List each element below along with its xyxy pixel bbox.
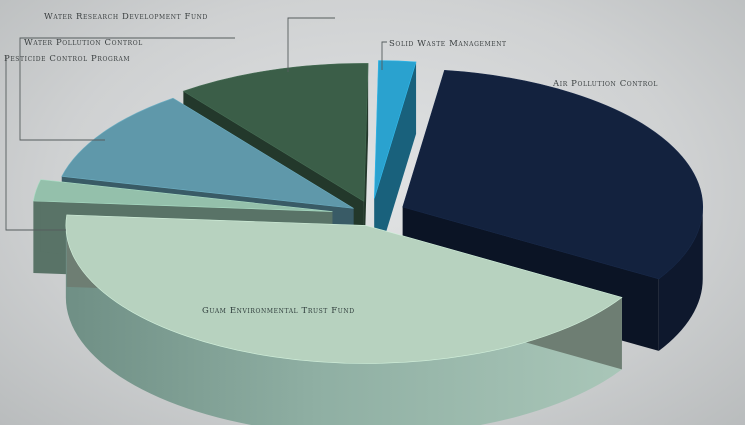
slice-air-pollution-control xyxy=(402,70,703,280)
label-pesticide-control-program: Pesticide Control Program xyxy=(4,54,130,64)
leader-water-pollution xyxy=(19,37,235,141)
slice-tops xyxy=(33,60,703,364)
label-water-pollution-control: Water Pollution Control xyxy=(24,38,143,48)
label-guam-environmental-trust-fund: Guam Environmental Trust Fund xyxy=(202,306,355,316)
leader-solid-waste xyxy=(381,41,387,70)
slice-side-air-pollution-control xyxy=(658,207,703,351)
slice-solid-waste-management xyxy=(374,60,417,199)
slice-pesticide-control-program xyxy=(33,179,333,212)
slice-guam-environmental-trust-fund xyxy=(65,214,623,364)
slice-wall-water-research-development-fund-1 xyxy=(363,63,369,274)
leader-water-research xyxy=(287,17,335,72)
slice-side-guam-environmental-trust-fund xyxy=(65,225,622,425)
label-air-pollution-control: Air Pollution Control xyxy=(552,79,658,89)
leader-pesticide xyxy=(5,56,66,231)
label-solid-waste-management: Solid Waste Management xyxy=(389,39,507,49)
slice-water-pollution-control xyxy=(61,97,354,209)
label-water-research-development-fund: Water Research Development Fund xyxy=(44,12,208,22)
slice-wall-solid-waste-management-1 xyxy=(374,61,417,271)
slice-water-research-development-fund xyxy=(182,63,369,202)
leader-lines xyxy=(5,17,387,231)
